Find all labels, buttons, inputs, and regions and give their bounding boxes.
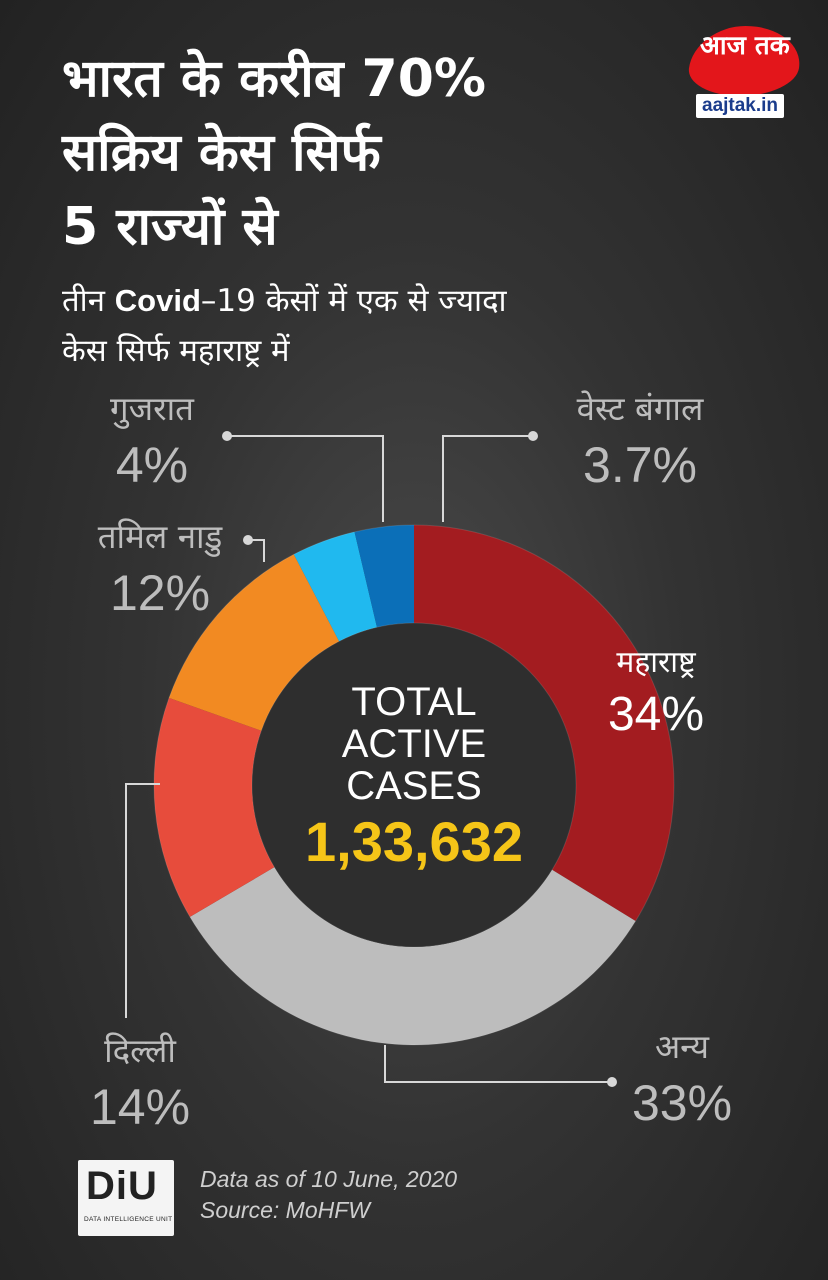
center-label-total: TOTAL — [351, 680, 476, 724]
leader-line-delhi — [125, 783, 160, 1018]
diu-logo-caption: DATA INTELLIGENCE UNIT — [84, 1216, 173, 1223]
headline-line-3: 5 राज्यों से — [62, 197, 278, 257]
slice-label-gujarat: गुजरात — [110, 389, 195, 429]
center-total-value: 1,33,632 — [305, 810, 523, 873]
headline-line-2: सक्रिय केस सिर्फ — [62, 123, 381, 183]
diu-logo-letters: DiU — [86, 1164, 158, 1208]
leader-dot-gujarat — [222, 431, 232, 441]
data-source: Source: MoHFW — [200, 1197, 370, 1223]
subtitle-prefix: तीन — [62, 283, 115, 319]
slice-label-anya: अन्य — [655, 1027, 710, 1066]
headline: भारत के करीब 70% सक्रिय केस सिर्फ 5 राज्… — [62, 42, 662, 264]
slice-value-west-bengal: 3.7% — [583, 437, 697, 493]
slice-label-maharashtra: महाराष्ट्र — [616, 645, 696, 680]
subtitle-line-1: तीन Covid–19 केसों में एक से ज्यादा — [62, 276, 702, 326]
leader-dot-tamil-nadu — [243, 535, 253, 545]
slice-value-gujarat: 4% — [116, 437, 188, 493]
slice-label-west-bengal: वेस्ट बंगाल — [577, 389, 704, 428]
leader-line-anya — [384, 1045, 612, 1083]
slice-label-tamil-nadu: तमिल नाडु — [98, 517, 223, 557]
leader-line-tamil-nadu — [248, 539, 265, 562]
headline-line-1: भारत के करीब 70% — [62, 49, 487, 109]
slice-gujarat — [293, 531, 377, 642]
aajtak-domain: aajtak.in — [696, 94, 785, 118]
leader-line-west-bengal — [442, 435, 533, 522]
center-label-active: ACTIVE — [342, 722, 486, 766]
slice-tamil-nadu — [169, 554, 340, 731]
leader-dot-west-bengal — [528, 431, 538, 441]
slice-value-maharashtra: 34% — [608, 688, 704, 741]
subtitle-suffix: –19 केसों में एक से ज्यादा — [200, 283, 507, 319]
center-label-cases: CASES — [346, 764, 482, 808]
slice-value-anya: 33% — [632, 1075, 732, 1131]
aajtak-logo[interactable]: आज तक aajtak.in — [685, 20, 806, 126]
slice-anya — [189, 867, 636, 1045]
leader-dot-anya — [607, 1077, 617, 1087]
slice-west-bengal — [354, 525, 414, 628]
data-date-note: Data as of 10 June, 2020 — [200, 1166, 458, 1192]
footnote: Data as of 10 June, 2020 Source: MoHFW — [200, 1164, 457, 1226]
slice-value-tamil-nadu: 12% — [110, 565, 210, 621]
leader-line-gujarat — [227, 435, 384, 522]
slice-label-delhi: दिल्ली — [104, 1031, 177, 1070]
slice-value-delhi: 14% — [90, 1079, 190, 1135]
slice-maharashtra — [414, 525, 674, 922]
subtitle-line-2: केस सिर्फ महाराष्ट्र में — [62, 333, 290, 369]
slice-delhi — [153, 697, 275, 917]
subtitle-covid: Covid — [114, 283, 201, 318]
subtitle: तीन Covid–19 केसों में एक से ज्यादा केस … — [62, 276, 702, 376]
diu-logo: DiU DATA INTELLIGENCE UNIT — [78, 1160, 174, 1236]
ring-inner-hole — [251, 622, 577, 948]
aajtak-logo-text: आज तक — [700, 31, 790, 61]
